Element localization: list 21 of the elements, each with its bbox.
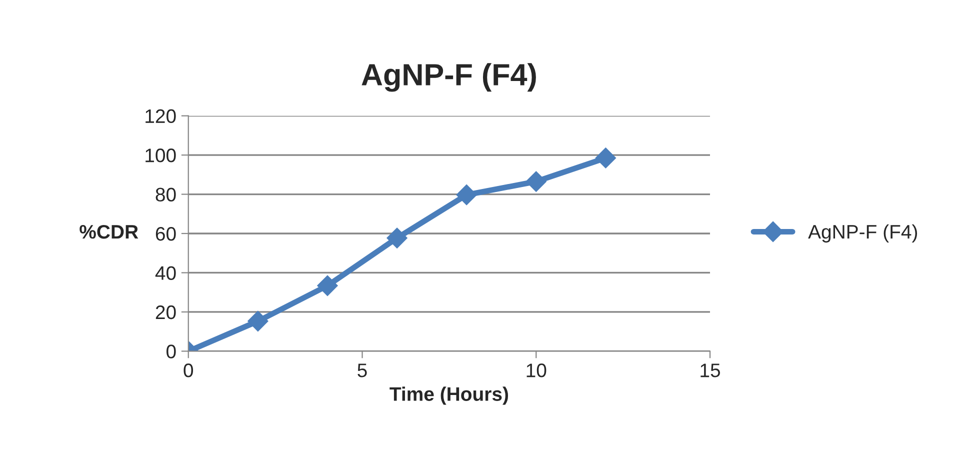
y-tick-label: 40 (155, 266, 176, 280)
point (526, 171, 546, 192)
point (456, 184, 477, 206)
point (595, 148, 616, 168)
y-tick-label: 80 (156, 188, 176, 202)
y-tick-label: 100 (146, 148, 176, 162)
y-axis-title: %CDR (80, 224, 138, 239)
x-tick-label: 10 (526, 364, 546, 378)
x-tick-label: 0 (184, 364, 194, 378)
y-tick-label: 0 (166, 344, 176, 358)
chart-title: AgNP-F (F4) (362, 63, 536, 92)
x-tick-label: 15 (700, 364, 720, 378)
x-tick-label: 5 (358, 364, 367, 378)
point (386, 228, 408, 248)
y-tick-label: 20 (156, 305, 176, 320)
y-tick-label: 120 (146, 109, 176, 124)
x-axis-title: Time (Hours) (390, 386, 508, 405)
y-tick-label: 60 (156, 226, 176, 241)
point (248, 310, 268, 332)
point (317, 275, 338, 296)
legend-label: AgNP-F (F4) (808, 224, 918, 243)
